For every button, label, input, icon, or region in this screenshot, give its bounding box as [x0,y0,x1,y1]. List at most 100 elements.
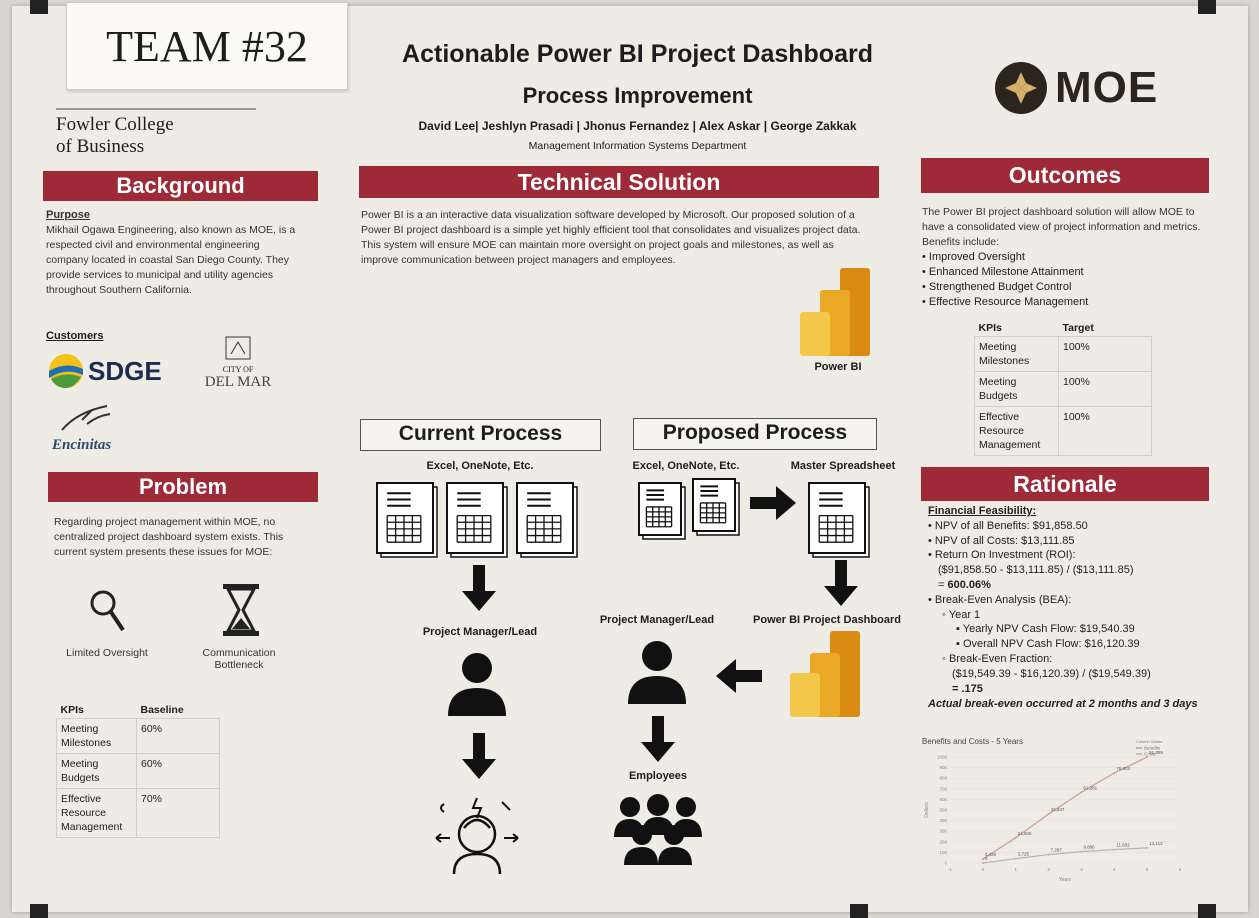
outcomes-text: The Power BI project dashboard solution … [922,206,1201,248]
data-point [1113,771,1116,774]
data-label: 3,725 [1018,852,1030,857]
y-tick-label: 400 [939,818,947,823]
fraction-label: Break-Even Fraction: [948,652,1053,665]
kpi-name: Resource [61,807,106,819]
overall-text: Overall NPV Cash Flow: $16,120.39 [962,638,1140,651]
data-point [1146,756,1149,758]
outcomes-heading: Outcomes [921,158,1209,193]
kpi-value: 100% [1058,406,1152,456]
npv-costs-item: • NPV of all Costs: $13,111.85 [928,534,1075,547]
kpi-name: Effective [979,411,1020,423]
arrow-down-icon [641,716,675,769]
kpi-name: Budgets [979,390,1018,402]
technical-heading: Technical Solution [359,166,879,198]
college-name-line1: Fowler College [56,114,174,135]
current-manager-label: Project Manager/Lead [422,626,538,638]
y-tick-label: 0 [944,861,947,866]
kpi-name: Meeting [61,723,99,735]
y-axis-label: Dollars [924,802,930,818]
y-tick-label: 700 [939,786,947,791]
bottleneck-line2: Bottleneck [214,659,264,671]
table-row: Meeting Budgets 60% [56,753,220,789]
title-line1: Actionable Power BI Project Dashboard [402,40,873,68]
data-point [1113,848,1116,851]
powerbi-dashboard-icon [790,631,860,724]
background-heading-text: Background [116,173,245,198]
data-label: 61,281 [1083,785,1097,790]
person-icon [446,652,508,723]
npv-benefits-text: NPV of all Benefits: $91,858.50 [934,519,1088,532]
del-mar-line1: CITY OF [222,365,254,374]
powerbi-label: Power BI [814,361,862,373]
hourglass-icon [221,582,261,643]
problem-text: Regarding project management within MOE,… [54,516,284,558]
table-row: Effective Resource Management 70% [56,788,220,838]
limited-oversight-label: Limited Oversight [66,647,148,659]
chart-legend-header: Column Series [1136,739,1162,744]
frustrated-person-icon [432,794,522,881]
yearly-text: Yearly NPV Cash Flow: $19,540.39 [962,623,1135,636]
rationale-block: Financial Feasibility: • NPV of all Bene… [928,504,1213,712]
baseline-kpi-table: KPIs Baseline Meeting Milestones 60% Meetin… [56,702,220,838]
authors: David Lee| Jeshlyn Prasadi | Jhonus Fern… [418,119,857,133]
problem-heading-text: Problem [138,474,228,499]
y-tick-label: 300 [939,829,947,834]
kpi-name: Management [61,821,123,833]
npv-costs-text: NPV of all Costs: $13,111.85 [934,534,1075,547]
data-label: 9,886 [1083,845,1095,850]
team-number-card: TEAM #32 [66,2,348,90]
kpi-name: Milestones [979,355,1030,367]
data-point [1080,850,1083,853]
kpi-value: 60% [136,718,220,754]
data-label: 3,420 [985,852,997,857]
year-label: Year 1 [948,608,981,621]
outcomes-heading-text: Outcomes [1008,162,1122,188]
fraction-formula: ($19,549.39 - $16,120.39) / ($19,549.39) [952,667,1151,680]
data-point [1014,836,1017,839]
x-tick-label: 5 [1146,867,1149,872]
chart-title: Benefits and Costs - 5 Years [922,737,1023,746]
x-tick-label: 0 [982,867,985,872]
overall-item: ▪ Overall NPV Cash Flow: $16,120.39 [956,638,1140,651]
kpi-value: 70% [136,788,220,838]
arrow-left-icon [714,659,762,698]
benefit-item: • Enhanced Milestone Attainment [922,266,1084,278]
data-label: 13,112 [1149,841,1163,846]
data-label: 7,287 [1051,848,1063,853]
college-name-line2: of Business [56,136,145,157]
y-tick-label: 100 [939,850,947,855]
data-point [981,858,984,861]
poster-title: Actionable Power BI Project Dashboard Pr… [360,40,915,109]
legend-label: Benefits [1144,746,1161,751]
technical-heading-text: Technical Solution [517,168,721,195]
spreadsheet-document-icon [516,482,578,563]
college-logo: Fowler College of Business [56,108,256,158]
data-point [1047,853,1050,856]
kpi-name: Meeting [979,341,1017,353]
person-icon [626,640,688,711]
kpi-header: KPIs [974,320,1059,337]
x-tick-label: 1 [1014,867,1017,872]
x-tick-label: 4 [1113,867,1116,872]
roi-equals: = [938,578,948,591]
arrow-down-icon [462,733,496,786]
proposed-manager-label: Project Manager/Lead [599,614,715,626]
purpose-text: Mikhail Ogawa Engineering, also known as… [46,224,296,296]
moe-wordmark: MOE [1055,63,1159,112]
spreadsheet-document-icon [808,482,870,563]
powerbi-logo-icon [800,268,870,363]
legend-label: Costs [1144,752,1156,757]
data-point [1014,857,1017,860]
actual-breakeven-text: Actual break-even occurred at 2 months a… [928,698,1198,711]
moe-logo: MOE [995,62,1158,114]
spreadsheet-document-icon [692,478,740,541]
title-line2: Process Improvement [522,83,753,108]
encinitas-bird-icon [61,405,111,431]
spreadsheet-document-icon [376,482,438,563]
data-label: 42,437 [1051,807,1065,812]
sdge-logo: SDGE [48,353,162,389]
bea-label: Break-Even Analysis (BEA): [934,593,1072,606]
target-header: Target [1058,320,1152,337]
current-sources-label: Excel, OneNote, Etc. [426,460,534,472]
employees-label: Employees [628,770,688,782]
